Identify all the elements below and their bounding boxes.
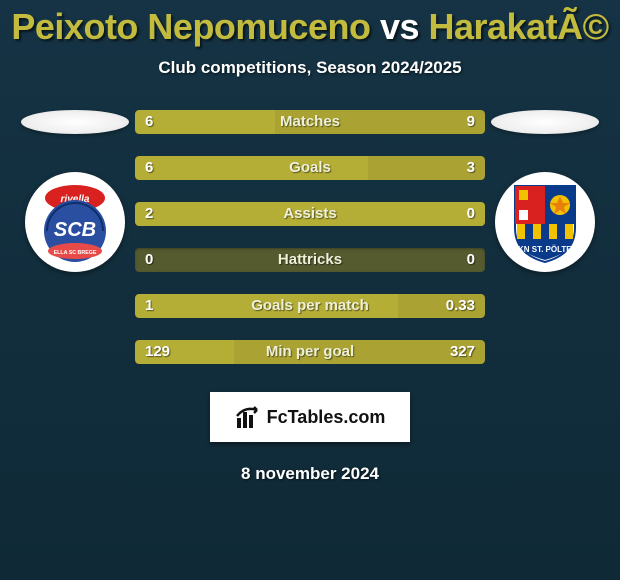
- right-badge: SKN ST. PÖLTEN: [495, 172, 595, 272]
- stat-val-left: 2: [145, 202, 153, 226]
- stat-val-right: 327: [450, 340, 475, 364]
- stat-seg-left: [135, 110, 275, 134]
- stat-seg-left: [135, 156, 368, 180]
- stat-row: 63Goals: [135, 156, 485, 180]
- left-ellipse: [21, 110, 129, 134]
- subtitle: Club competitions, Season 2024/2025: [0, 58, 620, 78]
- right-side: SKN ST. PÖLTEN: [485, 110, 605, 272]
- stat-val-left: 1: [145, 294, 153, 318]
- svg-text:ELLA SC BREGE: ELLA SC BREGE: [54, 250, 97, 256]
- stat-row: 10.33Goals per match: [135, 294, 485, 318]
- stat-row: 69Matches: [135, 110, 485, 134]
- stat-label: Hattricks: [135, 248, 485, 272]
- stat-seg-left: [135, 294, 398, 318]
- stat-seg-left: [135, 202, 485, 226]
- content-row: rivella SCB ELLA SC BREGE 69Matches63Goa…: [0, 110, 620, 364]
- title-player-right: HarakatÃ©: [429, 6, 609, 47]
- stat-row: 0 0Hattricks: [135, 248, 485, 272]
- brand-text: FcTables.com: [267, 407, 386, 428]
- comparison-card: Peixoto Nepomuceno vs HarakatÃ© Club com…: [0, 0, 620, 580]
- stat-val-right: 0.33: [446, 294, 475, 318]
- right-ellipse: [491, 110, 599, 134]
- title-player-left: Peixoto Nepomuceno: [11, 6, 370, 47]
- stat-row: 20Assists: [135, 202, 485, 226]
- skn-st-poelten-icon: SKN ST. PÖLTEN: [501, 178, 589, 266]
- stat-val-left: 6: [145, 156, 153, 180]
- page-title: Peixoto Nepomuceno vs HarakatÃ©: [0, 0, 620, 48]
- footer-date: 8 november 2024: [0, 464, 620, 484]
- stat-val-right: 3: [467, 156, 475, 180]
- stat-val-right: 9: [467, 110, 475, 134]
- stat-bars: 69Matches63Goals20Assists00Hattricks10.3…: [135, 110, 485, 364]
- title-vs: vs: [370, 6, 428, 47]
- left-side: rivella SCB ELLA SC BREGE: [15, 110, 135, 272]
- stat-row: 129327Min per goal: [135, 340, 485, 364]
- brand-box: FcTables.com: [210, 392, 410, 442]
- stat-val-left: 0: [145, 248, 153, 272]
- left-badge: rivella SCB ELLA SC BREGE: [25, 172, 125, 272]
- stat-val-left: 129: [145, 340, 170, 364]
- scb-bregenz-icon: rivella SCB ELLA SC BREGE: [32, 179, 118, 265]
- stat-val-right: 0: [467, 248, 475, 272]
- svg-text:SKN ST. PÖLTEN: SKN ST. PÖLTEN: [513, 245, 578, 254]
- svg-text:SCB: SCB: [54, 219, 96, 241]
- stat-val-left: 6: [145, 110, 153, 134]
- stat-val-right: 0: [467, 202, 475, 226]
- stat-seg-right: [234, 340, 485, 364]
- stat-seg-right: [275, 110, 485, 134]
- brand-logo-icon: [235, 404, 261, 430]
